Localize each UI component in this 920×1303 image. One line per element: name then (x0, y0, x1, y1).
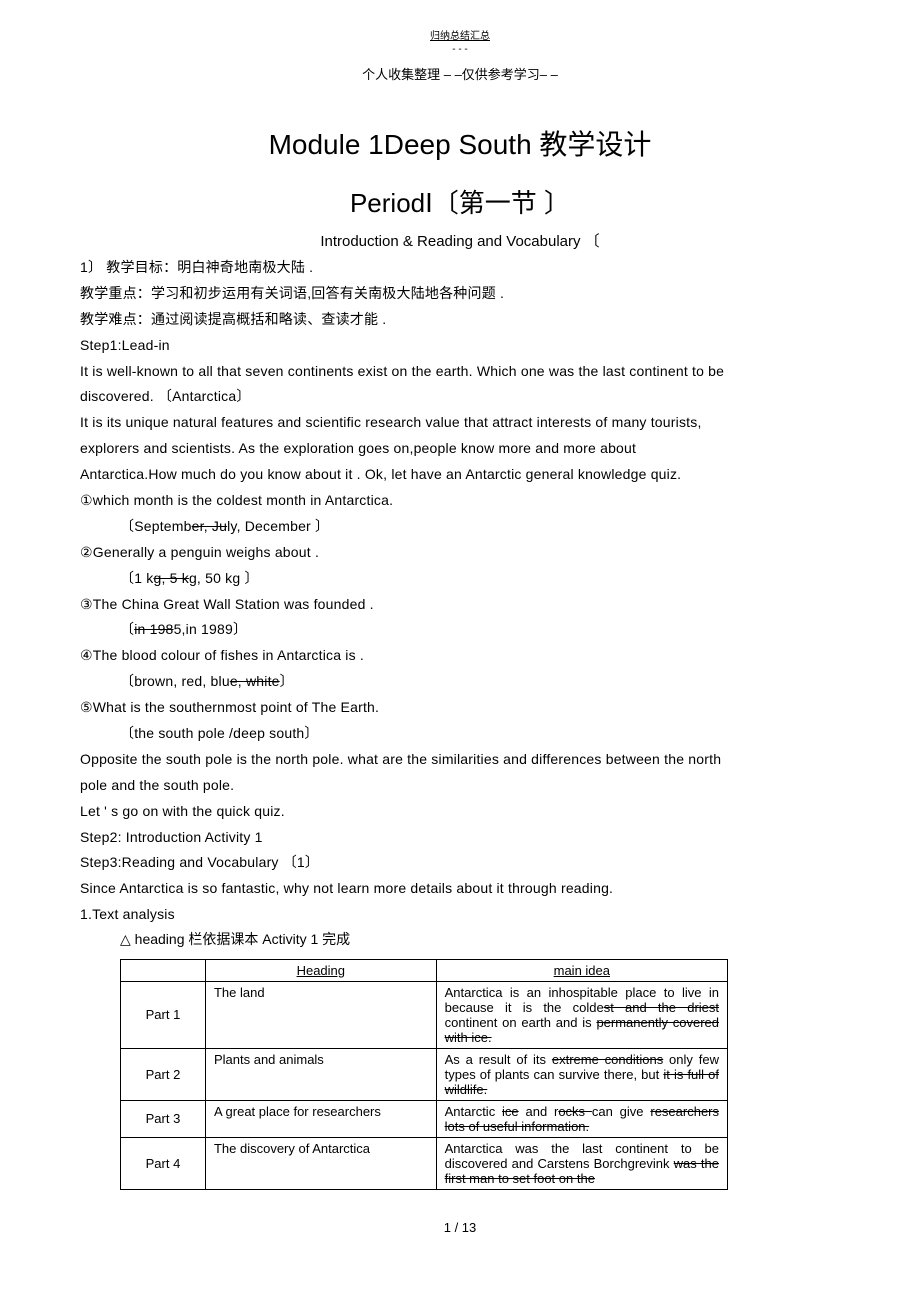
text: 〔1 k (120, 570, 153, 586)
text-strike: e, white (230, 673, 280, 689)
body-line: Antarctica.How much do you know about it… (80, 462, 840, 488)
text: Antarctic (445, 1104, 502, 1119)
body-line: Step1:Lead-in (80, 333, 840, 359)
text: continent on earth and is (445, 1015, 597, 1030)
body-line: 教学重点：学习和初步运用有关词语,回答有关南极大陆地各种问题 . (80, 281, 840, 307)
text: 〔Septemb (120, 518, 192, 534)
analysis-table: Heading main idea Part 1 The land Antarc… (120, 959, 728, 1190)
td-idea: Antarctica was the last continent to be … (436, 1137, 727, 1189)
text: can give (592, 1104, 650, 1119)
text-strike: extreme conditions (552, 1052, 663, 1067)
table-header-row: Heading main idea (121, 959, 728, 981)
body-line: pole and the south pole. (80, 773, 840, 799)
text: 5,in 1989〕 (174, 621, 248, 637)
td-idea: As a result of its extreme conditions on… (436, 1048, 727, 1100)
table-row: Part 2 Plants and animals As a result of… (121, 1048, 728, 1100)
text-strike: st and the driest (604, 1000, 719, 1015)
text: 〕 (280, 673, 294, 689)
body-line: Step2: Introduction Activity 1 (80, 825, 840, 851)
body-line: ②Generally a penguin weighs about . (80, 540, 840, 566)
table-row: Part 3 A great place for researchers Ant… (121, 1100, 728, 1137)
choice-line: 〔in 1985,in 1989〕 (80, 617, 840, 643)
td-part: Part 2 (121, 1048, 206, 1100)
top-note-1: 归纳总结汇总 (430, 31, 490, 42)
td-part: Part 1 (121, 981, 206, 1048)
text-strike: ice (502, 1104, 519, 1119)
text-strike: g, 5 k (153, 570, 188, 586)
text: 〔 (120, 621, 134, 637)
body-line: It is its unique natural features and sc… (80, 410, 840, 436)
text: g, 50 kg 〕 (189, 570, 259, 586)
body-line: ④The blood colour of fishes in Antarctic… (80, 643, 840, 669)
th (121, 959, 206, 981)
top-note-2: - - - (452, 44, 468, 55)
top-watermark: 归纳总结汇总 - - - (80, 30, 840, 56)
body-line: Since Antarctica is so fantastic, why no… (80, 876, 840, 902)
td-heading: A great place for researchers (205, 1100, 436, 1137)
body-line: It is well-known to all that seven conti… (80, 359, 840, 385)
text: ly, December 〕 (227, 518, 329, 534)
subtitle: Introduction & Reading and Vocabulary 〔 (80, 230, 840, 251)
td-part: Part 4 (121, 1137, 206, 1189)
th: main idea (436, 959, 727, 981)
td-heading: The discovery of Antarctica (205, 1137, 436, 1189)
document-page: 归纳总结汇总 - - - 个人收集整理 – –仅供参考学习– – Module … (0, 0, 920, 1275)
text-strike: ocks (558, 1104, 592, 1119)
text-strike: in 198 (134, 621, 173, 637)
body-line: Opposite the south pole is the north pol… (80, 747, 840, 773)
td-heading: Plants and animals (205, 1048, 436, 1100)
td-part: Part 3 (121, 1100, 206, 1137)
text-strike: er, Ju (192, 518, 227, 534)
body-line: discovered. 〔Antarctica〕 (80, 384, 840, 410)
choice-line: 〔1 kg, 5 kg, 50 kg 〕 (80, 566, 840, 592)
body-line: 〔the south pole /deep south〕 (80, 721, 840, 747)
body-line: 1〕 教学目标：明白神奇地南极大陆 . (80, 255, 840, 281)
td-idea: Antarctic ice and rocks can give researc… (436, 1100, 727, 1137)
header-note: 个人收集整理 – –仅供参考学习– – (80, 64, 840, 83)
body-line: 教学难点：通过阅读提高概括和略读、查读才能 . (80, 307, 840, 333)
text: 〔brown, red, blu (120, 673, 230, 689)
table-caption: △ heading 栏依据课本 Activity 1 完成 (120, 928, 840, 950)
table-row: Part 1 The land Antarctica is an inhospi… (121, 981, 728, 1048)
body-line: ⑤What is the southernmost point of The E… (80, 695, 840, 721)
body-line: Let ' s go on with the quick quiz. (80, 799, 840, 825)
th: Heading (205, 959, 436, 981)
body-line: explorers and scientists. As the explora… (80, 436, 840, 462)
page-number: 1 / 13 (80, 1220, 840, 1235)
body-line: 1.Text analysis (80, 902, 840, 928)
choice-line: 〔September, July, December 〕 (80, 514, 840, 540)
text: As a result of its (445, 1052, 552, 1067)
body-line: ①which month is the coldest month in Ant… (80, 488, 840, 514)
main-title: Module 1Deep South 教学设计 (80, 123, 840, 163)
body-line: Step3:Reading and Vocabulary 〔1〕 (80, 850, 840, 876)
text: and r (519, 1104, 559, 1119)
table-row: Part 4 The discovery of Antarctica Antar… (121, 1137, 728, 1189)
body-line: ③The China Great Wall Station was founde… (80, 592, 840, 618)
td-heading: The land (205, 981, 436, 1048)
period-title: PeriodⅠ〔第一节 〕 (80, 183, 840, 220)
choice-line: 〔brown, red, blue, white〕 (80, 669, 840, 695)
td-idea: Antarctica is an inhospitable place to l… (436, 981, 727, 1048)
